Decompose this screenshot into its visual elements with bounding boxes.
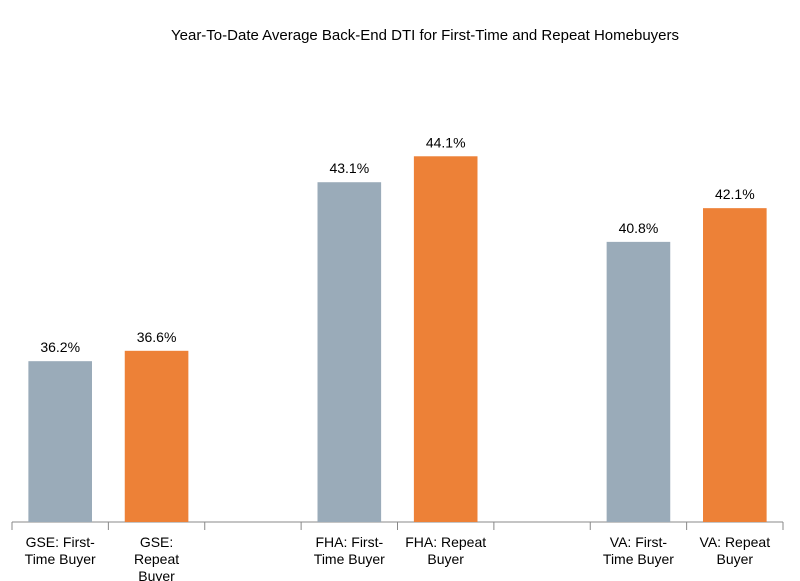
x-tick-label: FHA: Repeat Buyer (405, 534, 487, 567)
x-tick-label: FHA: First-Time Buyer (313, 534, 385, 567)
value-label: 43.1% (329, 160, 369, 176)
bar (28, 361, 92, 522)
value-label: 40.8% (619, 220, 659, 236)
chart-title: Year-To-Date Average Back-End DTI for Fi… (171, 27, 679, 44)
value-label: 36.2% (40, 339, 80, 355)
bar (317, 182, 382, 522)
x-tick-label: GSE: First-Time Buyer (24, 534, 96, 567)
x-tick-label: GSE: Repeat Buyer (133, 534, 180, 581)
x-tick-label: VA: Repeat Buyer (699, 534, 771, 567)
bar (703, 208, 767, 522)
bar (124, 350, 189, 522)
x-tick-label: VA: First-Time Buyer (602, 534, 674, 567)
value-label: 44.1% (426, 134, 466, 150)
bar (413, 156, 478, 522)
value-label: 42.1% (715, 186, 755, 202)
value-label: 36.6% (137, 329, 177, 345)
bar (606, 241, 671, 522)
